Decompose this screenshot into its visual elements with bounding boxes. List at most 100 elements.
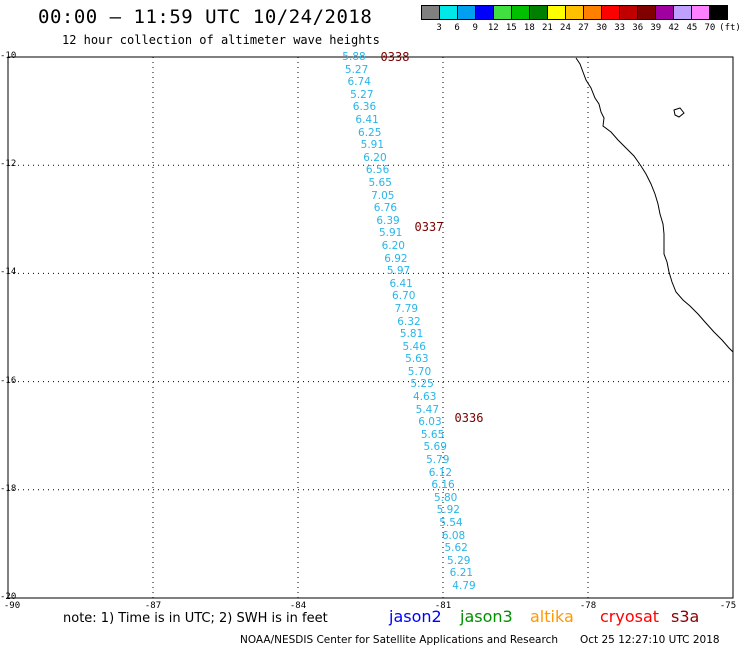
satellite-legend-item: s3a: [671, 607, 700, 626]
island-outline: [673, 107, 685, 118]
scale-value: 45: [686, 23, 698, 33]
coastline-peru: [575, 57, 734, 353]
latitude-label: -20: [0, 592, 17, 602]
scale-swatch: [422, 6, 439, 19]
scale-swatch: [457, 6, 475, 19]
scale-value: 24: [560, 23, 571, 33]
swh-value: 5.65: [420, 428, 445, 441]
swh-value: 6.25: [358, 126, 382, 139]
scale-value: 3: [436, 23, 442, 33]
scale-value: 12: [487, 23, 499, 33]
swh-value: 7.79: [394, 302, 419, 315]
swh-value: 5.27: [350, 88, 374, 101]
latitude-label: -16: [0, 375, 17, 386]
swh-value: 5.97: [386, 265, 411, 278]
swh-value: 5.91: [378, 227, 403, 240]
scale-value: 15: [505, 23, 517, 33]
scale-swatch: [601, 6, 619, 19]
scale-swatch: [475, 6, 493, 19]
swh-value: 5.65: [368, 176, 392, 189]
satellite-legend-item: jason2: [389, 607, 442, 626]
scale-value: 39: [650, 23, 662, 33]
map-subtitle: 12 hour collection of altimeter wave hei…: [62, 33, 380, 47]
longitude-label: -90: [3, 601, 21, 611]
scale-swatch: [565, 6, 583, 19]
scale-swatch: [673, 6, 691, 19]
pass-time-label: 0336: [454, 411, 484, 425]
swh-value: 6.03: [418, 416, 442, 429]
swh-value: 5.46: [402, 340, 426, 353]
scale-swatch: [583, 6, 601, 19]
swh-value: 6.70: [392, 290, 416, 303]
scale-swatch: [709, 6, 727, 19]
scale-value: 6: [454, 23, 460, 33]
swh-value: 5.91: [360, 139, 385, 152]
swh-value: 6.08: [441, 529, 466, 542]
satellite-legend-item: jason3: [460, 607, 513, 626]
scale-value: 33: [614, 23, 626, 33]
scale-value: 9: [472, 23, 478, 33]
scale-swatch: [511, 6, 529, 19]
swh-value: 5.79: [426, 454, 450, 467]
scale-swatch: [547, 6, 565, 19]
swh-value: 6.41: [355, 113, 379, 126]
scale-value: 27: [578, 23, 589, 33]
map-frame: [7, 56, 734, 599]
swh-value: 5.63: [405, 353, 429, 366]
swh-value: 7.05: [371, 189, 395, 202]
swh-value: 6.20: [363, 151, 387, 164]
swh-value: 6.76: [373, 202, 398, 215]
swh-value: 6.32: [397, 315, 421, 328]
map-title: 00:00 — 11:59 UTC 10/24/2018: [38, 6, 373, 28]
swh-value: 5.47: [415, 403, 440, 416]
swh-value: 4.63: [413, 391, 437, 404]
scale-value: 30: [596, 23, 607, 33]
longitude-label: -87: [144, 601, 162, 611]
latitude-label: -10: [0, 51, 17, 61]
scale-unit: (ft): [719, 23, 740, 33]
footer-note: note: 1) Time is in UTC; 2) SWH is in fe…: [63, 611, 328, 626]
scale-value: 36: [632, 23, 644, 33]
swh-value: 6.39: [376, 214, 400, 227]
longitude-label: -78: [579, 601, 597, 611]
longitude-label: -75: [719, 601, 737, 611]
satellite-legend-item: altika: [530, 607, 574, 626]
graticule: [8, 57, 733, 598]
scale-swatch: [637, 6, 655, 19]
pass-time-label: 0337: [414, 220, 444, 234]
swh-value: 6.41: [389, 277, 413, 290]
swh-value: 5.69: [423, 441, 447, 454]
swh-value: 6.20: [381, 239, 405, 252]
scale-value: 18: [523, 23, 535, 33]
swh-value: 5.54: [439, 517, 463, 530]
swh-value: 5.80: [433, 491, 458, 504]
swh-value: 6.16: [431, 479, 455, 492]
swh-value: 5.88: [342, 51, 366, 63]
scale-swatch: [619, 6, 637, 19]
latitude-label: -18: [0, 483, 17, 494]
swh-value: 5.81: [399, 328, 424, 341]
longitude-label: -81: [434, 601, 452, 611]
swh-value: 6.21: [449, 567, 474, 580]
swh-value: 6.36: [352, 101, 377, 114]
swh-value: 6.12: [428, 466, 453, 479]
scale-swatch: [691, 6, 709, 19]
scale-value: 70: [704, 23, 716, 33]
scale-value: 21: [541, 23, 553, 33]
swh-value: 5.70: [407, 365, 432, 378]
color-scale-legend: [421, 5, 728, 20]
latitude-label: -14: [0, 267, 17, 278]
satellite-legend-item: cryosat: [600, 607, 660, 626]
generation-timestamp: Oct 25 12:27:10 UTC 2018: [580, 634, 720, 646]
swh-value: 6.56: [365, 164, 390, 177]
swh-value: 5.92: [436, 504, 460, 517]
scale-swatch: [493, 6, 511, 19]
longitude-label: -84: [289, 601, 307, 611]
scale-swatch: [529, 6, 547, 19]
scale-swatch: [655, 6, 673, 19]
swh-value: 5.62: [444, 542, 468, 555]
swh-value: 6.74: [347, 76, 371, 89]
swh-value: 5.29: [447, 554, 471, 567]
swh-value: 5.25: [410, 378, 434, 391]
